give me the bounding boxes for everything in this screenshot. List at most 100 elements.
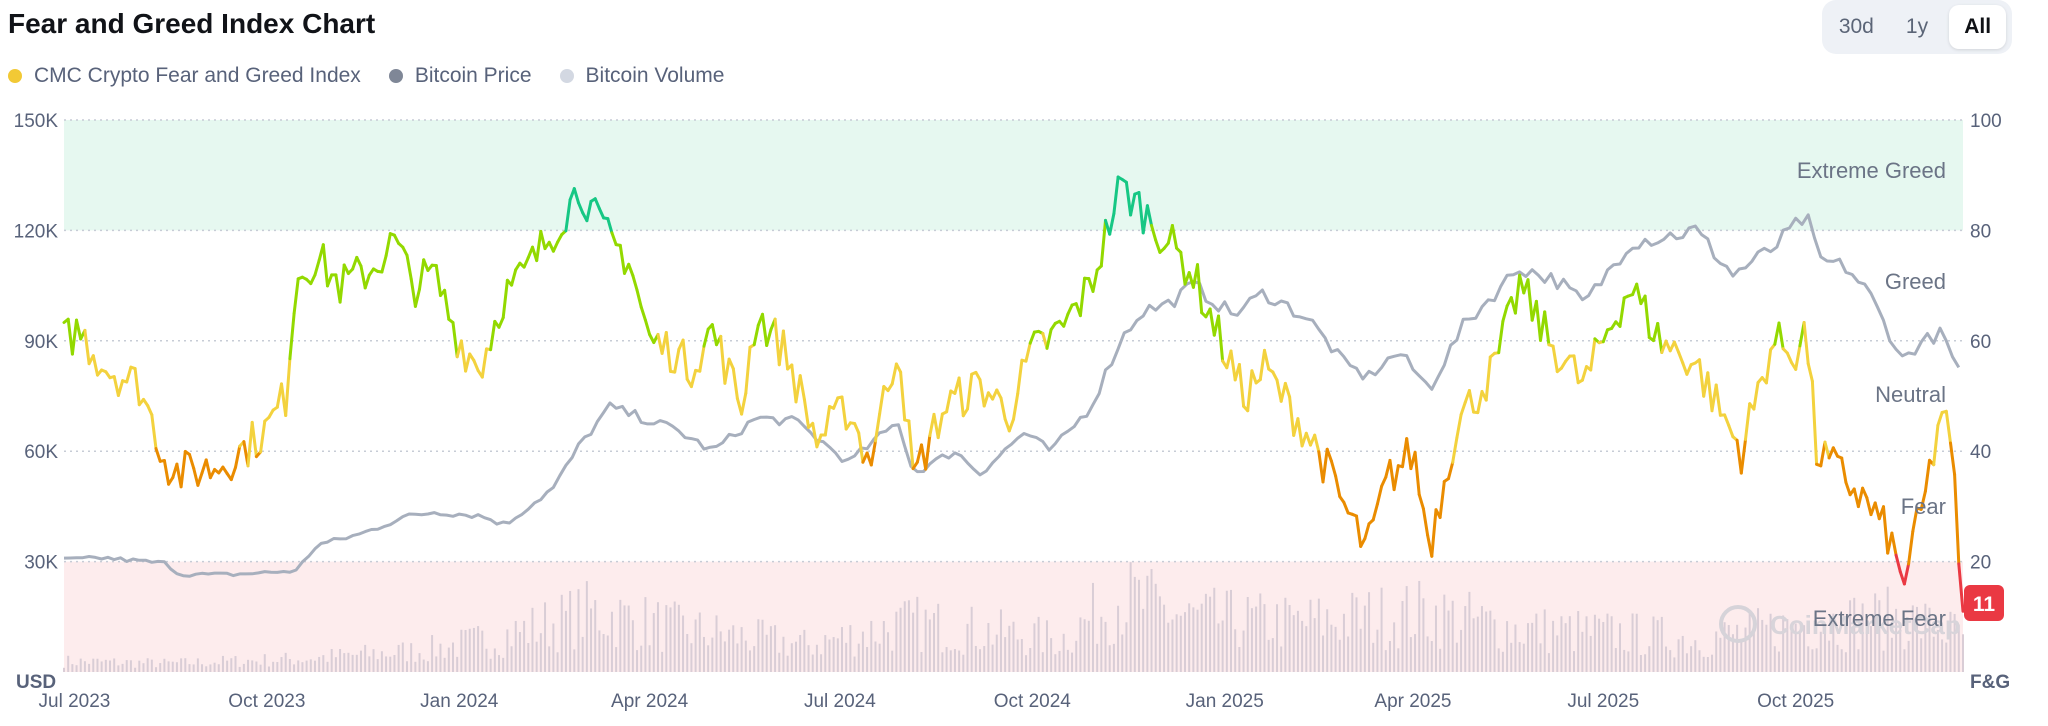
fear-greed-segment [284, 357, 292, 417]
volume-bar [719, 631, 722, 672]
volume-bar [744, 640, 747, 672]
fear-greed-segment [1714, 383, 1722, 417]
volume-bar [1485, 611, 1488, 672]
volume-bar [1719, 637, 1722, 672]
volume-bar [188, 664, 191, 672]
volume-bar [1790, 630, 1793, 672]
fear-greed-segment [1831, 446, 1839, 458]
volume-bar [1443, 594, 1446, 672]
volume-bar [1932, 636, 1935, 672]
volume-bar [201, 664, 204, 672]
fear-greed-segment [936, 412, 944, 440]
volume-bar [456, 656, 459, 672]
fear-greed-segment [585, 199, 593, 223]
volume-bar [1526, 623, 1529, 672]
volume-bar [1962, 634, 1964, 672]
volume-bar [1108, 645, 1111, 672]
volume-bar [1702, 656, 1705, 672]
fear-greed-segment [1861, 486, 1869, 500]
fear-greed-segment [1698, 358, 1706, 398]
fear-greed-segment [924, 434, 932, 471]
fear-greed-segment [874, 412, 882, 443]
volume-bar [1865, 631, 1868, 672]
volume-bar [861, 631, 864, 672]
volume-bar [619, 599, 622, 672]
volume-bar [1849, 600, 1852, 672]
volume-bar [1644, 654, 1647, 672]
x-axis-tick-label: Oct 2025 [1757, 691, 1834, 712]
fear-greed-segment [752, 323, 760, 347]
fear-greed-segment [1543, 310, 1551, 347]
volume-bar [75, 665, 78, 672]
volume-bar [313, 660, 316, 672]
volume-bar [1447, 610, 1450, 672]
fear-greed-segment [698, 344, 706, 373]
volume-bar [109, 660, 112, 672]
range-30d-button[interactable]: 30d [1838, 15, 1874, 38]
volume-bar [878, 643, 881, 672]
fear-greed-segment [326, 273, 334, 288]
volume-bar [1246, 597, 1249, 672]
fear-greed-segment [1459, 401, 1467, 417]
legend-item-fear-greed[interactable]: CMC Crypto Fear and Greed Index [8, 64, 361, 88]
volume-bar [230, 658, 233, 672]
volume-bar [447, 647, 450, 672]
volume-bar [824, 635, 827, 672]
volume-bar [1832, 613, 1835, 672]
volume-bar [694, 619, 697, 672]
volume-bar [251, 660, 254, 672]
fear-greed-segment [1296, 417, 1304, 448]
volume-bar [1899, 622, 1902, 672]
volume-bar [380, 651, 383, 672]
range-1y-button[interactable]: 1y [1905, 15, 1929, 38]
volume-bar [472, 627, 475, 672]
volume-bar [552, 623, 555, 672]
fear-greed-segment [489, 319, 497, 352]
legend-item-bitcoin-volume[interactable]: Bitcoin Volume [559, 64, 724, 88]
fear-greed-segment [1526, 278, 1534, 322]
volume-bar [1037, 616, 1040, 672]
volume-bar [1426, 636, 1429, 672]
fear-greed-segment [999, 396, 1007, 421]
volume-bar [1660, 616, 1663, 672]
fear-greed-segment [1392, 464, 1400, 492]
fear-greed-segment [418, 258, 426, 291]
fear-greed-segment [1802, 321, 1810, 366]
fear-greed-segment [1217, 314, 1225, 363]
volume-bar [1815, 648, 1818, 672]
volume-bar [1213, 587, 1216, 672]
volume-bar [1121, 634, 1124, 672]
fear-greed-segment [1388, 458, 1396, 492]
fear-greed-segment [1957, 562, 1965, 613]
volume-bar [1920, 638, 1923, 672]
volume-bar [1267, 639, 1270, 672]
volume-bar [1359, 628, 1362, 672]
fear-greed-segment [75, 318, 83, 341]
fear-greed-segment [522, 256, 530, 269]
range-all-button[interactable]: All [1949, 5, 2007, 49]
fear-greed-segment [1932, 423, 1940, 467]
volume-bar [1414, 634, 1417, 672]
volume-bar [1911, 605, 1914, 672]
volume-bar [1497, 648, 1500, 672]
fear-greed-segment [1380, 475, 1388, 488]
volume-bar [778, 652, 781, 672]
volume-bar [510, 646, 513, 672]
volume-bar [991, 644, 994, 672]
volume-bar [1280, 646, 1283, 672]
fear-greed-segment [1949, 441, 1957, 477]
volume-bar [1690, 646, 1693, 672]
fear-greed-segment [635, 288, 643, 309]
volume-bar [573, 649, 576, 672]
legend-item-bitcoin-price[interactable]: Bitcoin Price [388, 64, 532, 88]
fear-greed-segment [162, 459, 171, 486]
volume-bar [452, 642, 455, 672]
fear-greed-segment [259, 419, 267, 454]
fear-greed-segment [1196, 263, 1204, 315]
volume-bar [811, 654, 814, 672]
volume-bar [656, 602, 659, 672]
fear-greed-segment [815, 433, 823, 449]
volume-bar [1631, 613, 1634, 672]
volume-bar [1008, 625, 1011, 672]
fear-greed-segment [1342, 500, 1350, 515]
